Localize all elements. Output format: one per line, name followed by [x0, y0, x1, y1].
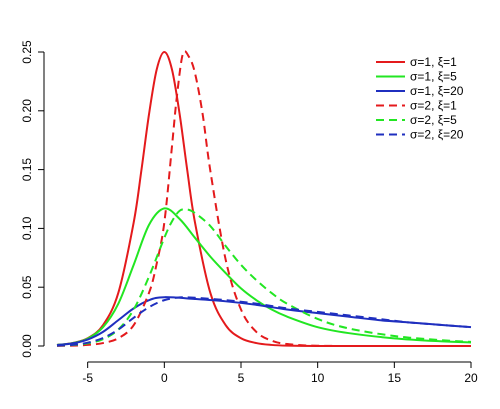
- legend-label: σ=2, ξ=20: [410, 128, 464, 142]
- y-tick-label: 0.20: [20, 99, 34, 123]
- x-tick-label: 0: [161, 371, 168, 385]
- y-tick-label: 0.15: [20, 158, 34, 182]
- legend-label: σ=1, ξ=1: [410, 55, 457, 69]
- series-line-3: [56, 296, 472, 347]
- series-line-1: [56, 51, 471, 348]
- x-tick-label: 5: [238, 371, 245, 385]
- x-tick-label: 20: [464, 371, 478, 385]
- y-tick-label: 0.05: [20, 275, 34, 299]
- series-line-4: [56, 50, 472, 348]
- x-tick-label: 15: [388, 371, 402, 385]
- y-tick-label: 0.10: [20, 216, 34, 240]
- x-tick-label: -5: [82, 371, 93, 385]
- legend-label: σ=1, ξ=5: [410, 70, 457, 84]
- legend-label: σ=2, ξ=5: [410, 113, 457, 127]
- x-tick-label: 10: [311, 371, 325, 385]
- legend: σ=1, ξ=1σ=1, ξ=5σ=1, ξ=20σ=2, ξ=1σ=2, ξ=…: [376, 55, 464, 142]
- legend-label: σ=2, ξ=1: [410, 99, 457, 113]
- series-line-6: [56, 296, 472, 347]
- axes: -5 0 5 10 15 20 0.00 0.05 0.10 0.15 0.20 0.25: [20, 40, 478, 385]
- y-tick-label: 0.25: [20, 40, 34, 64]
- series-layer: [56, 50, 472, 348]
- y-tick-label: 0.00: [20, 334, 34, 358]
- series-line-2: [56, 207, 472, 346]
- legend-label: σ=1, ξ=20: [410, 84, 464, 98]
